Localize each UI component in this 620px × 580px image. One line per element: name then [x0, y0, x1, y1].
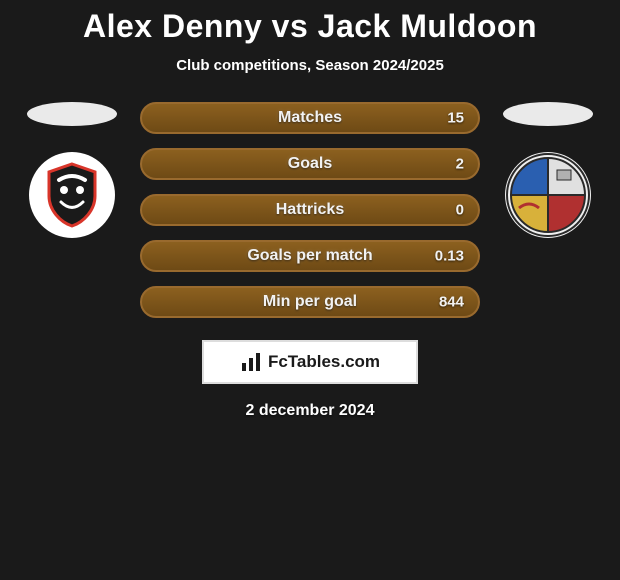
stat-right-value: 2 — [456, 156, 464, 173]
title: Alex Denny vs Jack Muldoon — [0, 8, 620, 45]
stat-bar-hattricks: Hattricks 0 — [140, 194, 480, 226]
brand-label: FcTables.com — [268, 352, 380, 372]
shield-lion-icon — [37, 160, 107, 230]
player-right-column — [498, 102, 598, 238]
club-crest-right — [505, 152, 591, 238]
comparison-card: Alex Denny vs Jack Muldoon Club competit… — [0, 0, 620, 420]
stat-label: Matches — [278, 109, 342, 127]
player-left-placeholder — [27, 102, 117, 126]
quartered-crest-icon — [505, 152, 591, 238]
stat-label: Goals per match — [247, 247, 372, 265]
stat-bar-matches: Matches 15 — [140, 102, 480, 134]
stat-right-value: 0 — [456, 202, 464, 219]
stats-column: Matches 15 Goals 2 Hattricks 0 Goals per… — [140, 102, 480, 318]
stat-right-value: 15 — [447, 110, 464, 127]
content-row: Matches 15 Goals 2 Hattricks 0 Goals per… — [0, 102, 620, 318]
date-label: 2 december 2024 — [0, 402, 620, 420]
club-crest-left — [29, 152, 115, 238]
stat-bar-min-per-goal: Min per goal 844 — [140, 286, 480, 318]
player-right-placeholder — [503, 102, 593, 126]
stat-label: Min per goal — [263, 293, 357, 311]
stat-label: Hattricks — [276, 201, 344, 219]
subtitle: Club competitions, Season 2024/2025 — [0, 57, 620, 74]
bar-chart-icon — [240, 351, 262, 373]
stat-label: Goals — [288, 155, 332, 173]
stat-right-value: 0.13 — [435, 248, 464, 265]
brand-box[interactable]: FcTables.com — [202, 340, 418, 384]
player-left-column — [22, 102, 122, 238]
stat-bar-goals: Goals 2 — [140, 148, 480, 180]
stat-bar-goals-per-match: Goals per match 0.13 — [140, 240, 480, 272]
stat-right-value: 844 — [439, 294, 464, 311]
